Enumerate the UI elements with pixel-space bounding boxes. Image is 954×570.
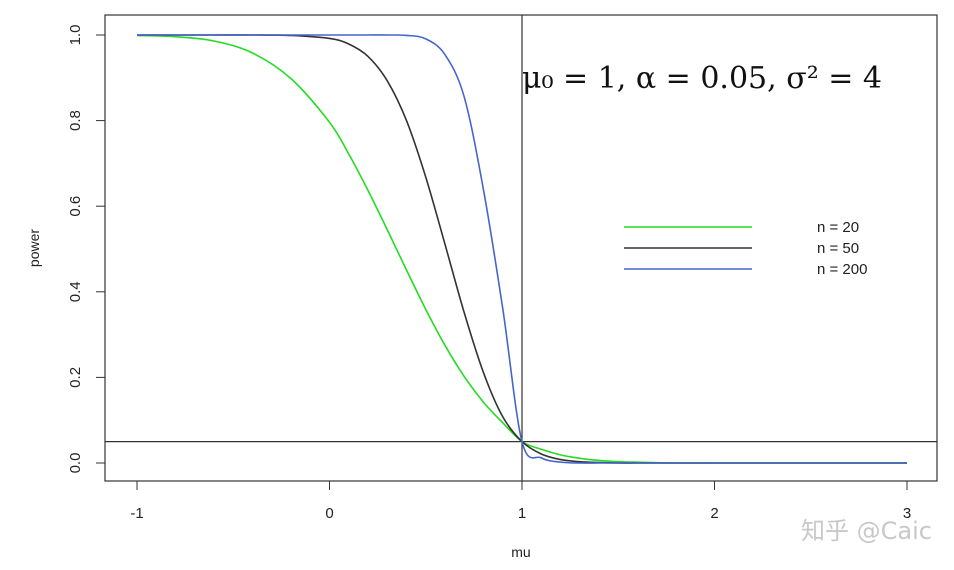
y-axis-title: power bbox=[26, 229, 42, 267]
y-tick-label: 0.8 bbox=[67, 110, 84, 131]
series-line-3 bbox=[137, 34, 907, 464]
y-tick-label: 0.0 bbox=[67, 453, 84, 474]
y-tick-label: 0.4 bbox=[67, 281, 84, 302]
y-tick-label: 0.2 bbox=[67, 367, 84, 388]
y-tick-label: 0.6 bbox=[67, 196, 84, 217]
x-tick-label: 0 bbox=[325, 505, 333, 522]
y-tick-label: 1.0 bbox=[67, 25, 84, 46]
x-tick-label: 3 bbox=[903, 505, 911, 522]
x-tick-label: 2 bbox=[710, 505, 718, 522]
x-tick-label: -1 bbox=[130, 505, 143, 522]
legend-label-3: n = 200 bbox=[817, 261, 867, 278]
x-axis-title: mu bbox=[511, 544, 530, 560]
x-tick-label: 1 bbox=[518, 505, 526, 522]
legend-label-1: n = 20 bbox=[817, 219, 859, 236]
parameter-annotation: μ₀ = 1, α = 0.05, σ² = 4 bbox=[522, 61, 882, 96]
watermark: 知乎 @Caic bbox=[801, 517, 932, 545]
plot-frame bbox=[104, 14, 938, 482]
legend-label-2: n = 50 bbox=[817, 240, 859, 257]
